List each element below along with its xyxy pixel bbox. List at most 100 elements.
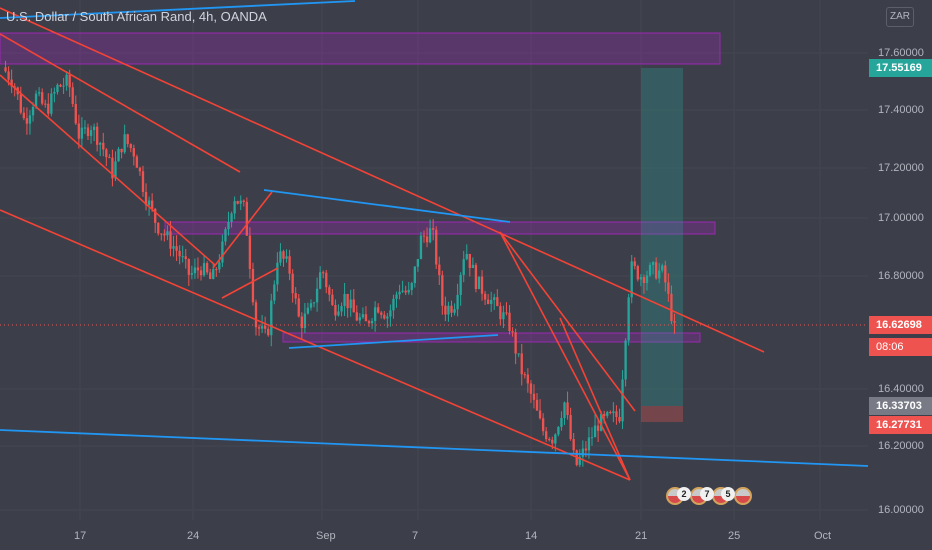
candle [566, 402, 569, 416]
candle [392, 298, 395, 311]
candle [349, 299, 352, 309]
candle [291, 273, 294, 294]
candle [584, 448, 588, 451]
trend-line [499, 231, 636, 412]
candle [279, 251, 282, 263]
candle [355, 312, 358, 321]
trend-line [0, 74, 216, 266]
candle [587, 437, 591, 451]
candle [520, 353, 523, 375]
candle [288, 256, 291, 274]
candle [172, 246, 175, 249]
candle [523, 374, 526, 376]
support-zone [282, 332, 701, 343]
price-tick: 16.00000 [878, 504, 924, 516]
candle [380, 312, 383, 315]
candle [593, 425, 597, 438]
candle [144, 191, 148, 206]
candle [184, 256, 187, 260]
candle [664, 265, 667, 283]
candle [560, 418, 563, 427]
candle [150, 200, 154, 209]
candle [65, 74, 68, 86]
candle [120, 148, 123, 153]
chart-title: U.S. Dollar / South African Rand, 4h, OA… [6, 9, 267, 24]
candle [343, 293, 346, 307]
candle [432, 228, 435, 230]
candle [96, 126, 99, 145]
price-tick: 16.20000 [878, 440, 924, 452]
candle [62, 85, 65, 87]
event-count-badge: 5 [721, 487, 735, 501]
trend-line [0, 7, 765, 353]
candle [239, 200, 242, 204]
horizontal-zones [0, 32, 721, 343]
candle [496, 297, 499, 307]
candle [648, 264, 652, 276]
candle [325, 272, 328, 288]
candle [435, 229, 438, 265]
candle [260, 325, 264, 329]
candle [410, 283, 413, 290]
candle [532, 393, 536, 400]
candle [199, 270, 203, 276]
candle [245, 201, 248, 236]
candle [511, 331, 514, 333]
trend-line [263, 189, 511, 223]
candle [50, 93, 53, 114]
resistance-zone [164, 221, 716, 235]
candle [450, 305, 453, 313]
candle [34, 93, 38, 108]
candle [661, 265, 664, 271]
candle [477, 276, 481, 289]
date-label: 7 [412, 530, 419, 542]
candle [422, 235, 426, 237]
candle [209, 272, 212, 279]
candle [111, 157, 114, 179]
us-flag-icon[interactable] [734, 487, 752, 505]
candle [551, 439, 554, 444]
candle [233, 201, 236, 214]
candle [251, 268, 255, 303]
candle [178, 250, 181, 257]
candle [163, 233, 166, 236]
candle [404, 290, 407, 293]
candle [358, 317, 362, 321]
trend-line [0, 0, 356, 19]
candle [181, 256, 184, 258]
trend-line [221, 267, 279, 299]
candle [169, 231, 172, 249]
candle [416, 258, 420, 267]
candle [157, 222, 160, 234]
candle [618, 417, 621, 422]
candle [331, 294, 334, 305]
candle [270, 300, 273, 336]
candle [123, 134, 126, 153]
candle [340, 306, 343, 312]
candle [352, 299, 355, 313]
candle [117, 148, 120, 162]
candle [248, 235, 252, 269]
candle [7, 71, 10, 80]
candle [557, 426, 560, 435]
event-count-badge: 7 [700, 487, 714, 501]
candle [425, 236, 429, 243]
candle [373, 307, 377, 321]
candle [545, 431, 548, 440]
candle [383, 314, 386, 319]
candle [486, 299, 490, 304]
candle [658, 270, 661, 279]
date-label: Oct [814, 530, 832, 542]
trend-line [288, 334, 499, 349]
candle [502, 312, 505, 320]
candle [108, 157, 111, 159]
currency-badge[interactable]: ZAR [886, 7, 914, 27]
candle [493, 297, 496, 300]
candle [328, 287, 331, 295]
trend-line [0, 33, 241, 173]
candle [254, 302, 258, 328]
candle [596, 425, 600, 431]
candle [205, 263, 209, 273]
candle [267, 328, 270, 336]
